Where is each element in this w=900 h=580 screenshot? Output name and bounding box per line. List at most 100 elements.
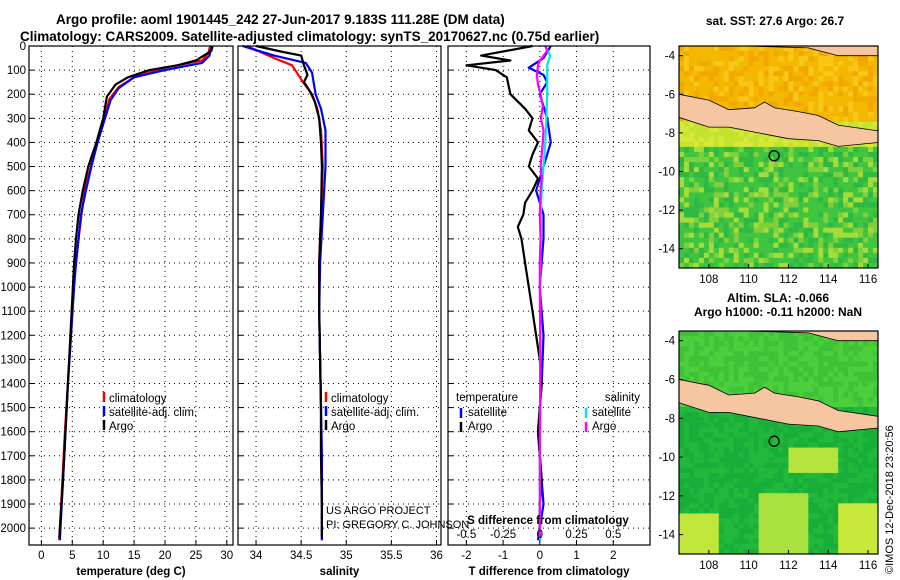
map-cell — [733, 477, 740, 484]
map-cell — [733, 91, 740, 98]
map-cell — [733, 252, 740, 259]
map-cell — [698, 86, 705, 93]
map-cell — [838, 217, 844, 224]
map-cell — [798, 162, 804, 168]
map-cell — [838, 222, 844, 229]
map-cell — [863, 513, 869, 520]
map-cell — [823, 432, 829, 439]
map-cell — [768, 81, 775, 87]
map-cell — [698, 508, 705, 515]
map-cell — [728, 86, 735, 93]
map-cell — [713, 351, 720, 357]
map-cell — [703, 472, 710, 479]
map-cell — [708, 341, 715, 347]
map-cell — [683, 407, 690, 413]
tick-label-y: 500 — [7, 162, 26, 174]
map-cell — [803, 386, 809, 393]
map-cell — [793, 538, 799, 545]
map-cell — [798, 336, 804, 342]
map-cell — [733, 187, 740, 193]
map-cell — [818, 101, 824, 108]
map-cell — [833, 442, 839, 449]
map-cell — [858, 151, 864, 158]
map-cell — [823, 386, 829, 393]
map-cell — [733, 361, 740, 368]
map-cell — [758, 242, 765, 249]
map-cell — [853, 396, 859, 403]
map-cell — [863, 351, 869, 357]
map-cell — [748, 331, 755, 337]
map-cell — [728, 101, 735, 108]
map-cell — [768, 207, 775, 214]
map-cell — [828, 71, 834, 77]
map-cell — [773, 427, 780, 433]
map-cell — [738, 493, 745, 499]
map-cell — [688, 257, 695, 264]
map-cell — [828, 543, 834, 550]
map-cell — [698, 157, 705, 163]
map-cell — [823, 162, 829, 168]
map-cell — [793, 56, 799, 62]
map-cell — [733, 257, 740, 264]
map-cell — [723, 101, 730, 108]
map-cell — [853, 101, 859, 108]
map-cell — [733, 427, 740, 433]
map-cell — [693, 513, 700, 520]
map-cell — [818, 518, 824, 525]
map-cell — [693, 257, 700, 264]
map-cell — [768, 513, 775, 520]
map-cell — [698, 212, 705, 219]
map-cell — [818, 391, 824, 398]
map-cell — [693, 167, 700, 173]
map-cell — [763, 177, 770, 183]
map-cell — [798, 86, 804, 93]
map-cell — [703, 422, 710, 428]
map-cell — [848, 257, 854, 264]
map-cell — [679, 422, 685, 428]
map-cell — [848, 523, 854, 530]
map-cell — [703, 182, 710, 188]
map-cell — [753, 61, 760, 67]
map-cell — [743, 356, 750, 363]
map-cell — [758, 91, 765, 98]
map-cell — [723, 472, 730, 479]
map-cell — [708, 417, 715, 423]
map-cell — [708, 71, 715, 77]
map-cell — [748, 457, 755, 464]
map-cell — [778, 151, 785, 158]
map-cell — [798, 356, 804, 363]
map-cell — [833, 477, 839, 484]
map-cell — [813, 76, 819, 82]
map-cell — [798, 376, 804, 383]
map-cell — [683, 538, 690, 545]
map-cell — [833, 346, 839, 352]
map-cell — [853, 341, 859, 347]
map-cell — [823, 192, 829, 198]
map-cell — [718, 177, 725, 183]
map-cell — [758, 422, 765, 428]
map-cell — [808, 498, 814, 504]
map-cell — [813, 182, 819, 188]
map-cell — [793, 467, 799, 474]
map-cell — [753, 197, 760, 204]
map-cell — [798, 361, 804, 368]
map-cell — [728, 66, 735, 72]
map-cell — [788, 192, 795, 198]
map-cell — [863, 187, 869, 193]
map-cell — [803, 533, 809, 540]
map-cell — [768, 366, 775, 373]
tick-label-y: 1200 — [0, 330, 26, 342]
map-cell — [863, 61, 869, 67]
map-cell — [723, 192, 730, 198]
map-cell — [813, 356, 819, 363]
map-cell — [728, 262, 735, 268]
map-cell — [788, 222, 795, 229]
map-cell — [718, 227, 725, 234]
map-cell — [753, 503, 760, 509]
map-cell — [753, 91, 760, 98]
map-cell — [738, 457, 745, 464]
map-cell — [753, 548, 760, 554]
map-cell — [763, 157, 770, 163]
map-cell — [688, 336, 695, 342]
land-java — [679, 93, 878, 147]
